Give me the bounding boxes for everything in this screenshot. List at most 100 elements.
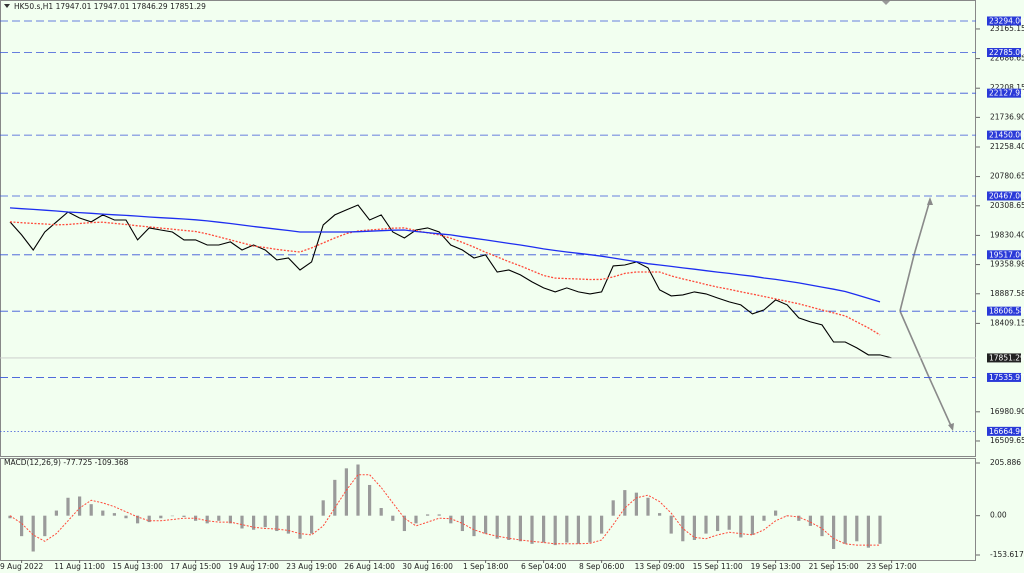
macd-bar: [286, 515, 290, 534]
macd-bar: [182, 515, 186, 517]
macd-bar: [565, 515, 569, 543]
main-pane: [0, 0, 976, 457]
arrow-down: [899, 310, 953, 429]
macd-bar: [391, 515, 395, 521]
macd-bar: [414, 515, 418, 524]
level-tag: [987, 191, 1021, 201]
x-tick-label: 17 Aug 15:00: [170, 562, 221, 571]
level-label: 18606.58: [989, 307, 1024, 316]
macd-bar: [321, 500, 325, 516]
macd-bar: [66, 497, 70, 516]
macd-bar: [20, 515, 24, 537]
macd-bar: [820, 515, 824, 537]
y-tick-label: 18409.15: [990, 318, 1024, 327]
y-tick-label: 22208.15: [990, 83, 1024, 92]
macd-bar: [681, 515, 685, 542]
y-tick-label: 19358.98: [990, 260, 1024, 269]
y-tick-label: 205.886: [990, 458, 1021, 467]
level-label: 22127.93: [989, 89, 1024, 98]
macd-bar: [379, 508, 383, 516]
macd-bar: [704, 515, 708, 534]
macd-bar: [54, 510, 58, 516]
macd-bar: [866, 515, 870, 548]
macd-bar: [542, 515, 546, 543]
moving-average: [9, 207, 881, 303]
x-tick-label: 26 Aug 14:00: [344, 562, 395, 571]
y-tick-label: 22686.65: [990, 54, 1024, 63]
macd-bar: [159, 515, 163, 519]
level-label: 19517.00: [989, 250, 1024, 259]
level-label: 22785.00: [989, 48, 1024, 57]
macd-bar: [762, 515, 766, 521]
macd-bar: [716, 515, 720, 532]
last-price-label: 17851.29: [989, 353, 1024, 362]
macd-bar: [333, 479, 337, 516]
macd-bar: [124, 515, 128, 519]
macd-bar: [78, 496, 82, 516]
macd-bar: [368, 484, 372, 516]
macd-bar: [460, 515, 464, 532]
macd-bar: [646, 497, 650, 516]
x-tick-label: 15 Aug 13:00: [112, 562, 163, 571]
last-price-tag: [987, 353, 1021, 363]
macd-bar: [692, 515, 696, 540]
level-tag: [987, 16, 1021, 26]
macd-bar: [576, 515, 580, 544]
y-tick-label: -153.617: [990, 550, 1024, 559]
macd-bar: [727, 515, 731, 530]
x-tick-label: 30 Aug 16:00: [402, 562, 453, 571]
collapse-icon[interactable]: [4, 4, 10, 8]
macd-bar: [843, 515, 847, 544]
chart-title: HK50.s,H1 17947.01 17947.01 17846.29 178…: [14, 2, 206, 11]
macd-bar: [437, 514, 441, 516]
macd-bar: [275, 515, 279, 532]
y-tick-label: 20780.65: [990, 172, 1024, 181]
x-tick-label: 23 Aug 19:00: [286, 562, 337, 571]
macd-bar: [344, 468, 348, 516]
macd-bar: [507, 515, 511, 540]
y-tick-label: 21258.40: [990, 142, 1024, 151]
x-tick-label: 11 Aug 11:00: [54, 562, 105, 571]
macd-bar: [263, 515, 267, 528]
level-tag: [987, 130, 1021, 140]
macd-bar: [170, 515, 174, 517]
macd-bar: [669, 515, 673, 534]
moving-average: [9, 221, 881, 336]
x-tick-label: 19 Aug 17:00: [228, 562, 279, 571]
macd-bar: [101, 510, 105, 516]
level-label: 21450.00: [989, 131, 1024, 140]
macd-bar: [147, 515, 151, 523]
macd-bar: [750, 515, 754, 535]
price-line: [9, 204, 892, 359]
macd-bar: [611, 500, 615, 516]
macd-bar: [43, 515, 47, 537]
y-tick-label: 18887.58: [990, 289, 1024, 298]
shift-marker: [882, 1, 890, 5]
macd-bar: [797, 515, 801, 521]
signal-line: [9, 474, 880, 546]
y-tick-label: 16509.65: [990, 436, 1024, 445]
macd-bar: [252, 515, 256, 530]
macd-bar: [112, 513, 116, 516]
macd-bar: [310, 515, 314, 534]
x-tick-label: 1 Sep 18:00: [463, 562, 509, 571]
level-label: 23294.00: [989, 16, 1024, 25]
macd-bar: [217, 515, 221, 521]
macd-bar: [832, 515, 836, 549]
macd-bar: [472, 515, 476, 537]
macd-bar: [634, 492, 638, 516]
level-tag: [987, 88, 1021, 98]
level-tag: [987, 372, 1021, 382]
macd-bar: [623, 490, 627, 516]
macd-bar: [205, 515, 209, 524]
macd-bar: [89, 504, 93, 516]
macd-bar: [356, 464, 360, 516]
y-tick-label: 0.00: [990, 511, 1007, 520]
x-tick-label: 8 Sep 06:00: [579, 562, 625, 571]
macd-bar: [855, 515, 859, 542]
macd-bar: [600, 515, 604, 534]
macd-bar: [808, 515, 812, 526]
y-tick-label: 23165.15: [990, 24, 1024, 33]
